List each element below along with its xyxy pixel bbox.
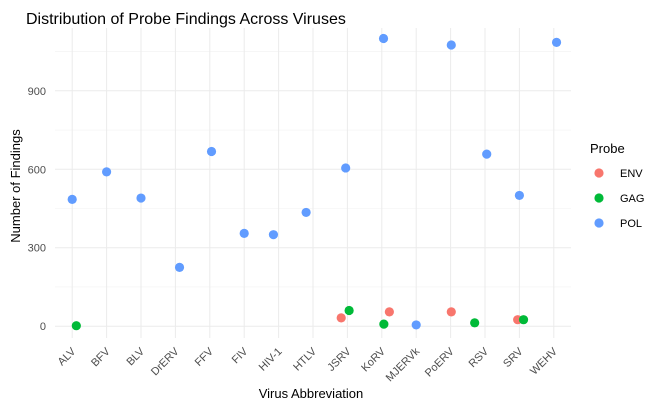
- data-point-env: [446, 307, 456, 317]
- x-tick-label: PoERV: [423, 345, 457, 379]
- legend-label-env: ENV: [620, 168, 643, 180]
- x-tick-label: FFV: [193, 345, 217, 369]
- legend-label-pol: POL: [620, 218, 642, 230]
- data-point-pol: [136, 193, 146, 203]
- data-point-gag: [379, 319, 389, 329]
- legend-title: Probe: [590, 141, 625, 156]
- data-point-pol: [102, 167, 112, 177]
- y-tick-label: 300: [28, 243, 46, 255]
- x-tick-label: HIV-1: [257, 346, 285, 374]
- legend-key-env: [594, 168, 604, 178]
- x-tick-label: MJERVk: [384, 345, 423, 384]
- x-tick-label: DrERV: [149, 345, 182, 378]
- data-point-gag: [71, 321, 81, 331]
- data-point-pol: [206, 146, 217, 157]
- data-points: [67, 33, 562, 331]
- data-point-pol: [551, 37, 562, 47]
- data-point-pol: [268, 230, 279, 240]
- x-tick-label: RSV: [467, 345, 492, 370]
- x-tick-label: SRV: [501, 345, 526, 370]
- x-tick-label: KoRV: [359, 345, 388, 374]
- data-point-pol: [301, 207, 311, 218]
- data-point-env: [384, 307, 394, 317]
- data-point-pol: [482, 149, 492, 159]
- x-tick-label: BFV: [89, 345, 113, 369]
- data-point-gag: [344, 305, 354, 316]
- y-tick-label: 600: [28, 164, 46, 176]
- data-point-pol: [514, 190, 525, 201]
- x-axis-title: Virus Abbreviation: [259, 386, 364, 401]
- y-tick-labels: 0 300 600 900: [28, 86, 46, 333]
- x-tick-label: WEHV: [528, 345, 560, 377]
- x-tick-label: HTLV: [291, 345, 319, 373]
- grid-lines: [55, 28, 571, 338]
- x-tick-label: FIV: [230, 345, 251, 366]
- legend-key-gag: [594, 193, 604, 203]
- y-axis-title: Number of Findings: [8, 129, 23, 243]
- data-point-pol: [446, 40, 456, 50]
- legend: Probe ENV GAG POL: [590, 141, 644, 230]
- data-point-env: [336, 313, 346, 323]
- legend-label-gag: GAG: [620, 193, 644, 205]
- legend-key-pol: [594, 218, 604, 228]
- data-point-pol: [174, 262, 185, 272]
- data-point-gag: [470, 318, 480, 328]
- chart-title: Distribution of Probe Findings Across Vi…: [26, 11, 346, 28]
- data-point-pol: [239, 228, 249, 238]
- x-tick-label: ALV: [56, 345, 79, 368]
- data-point-pol: [378, 33, 389, 44]
- x-tick-label: JSRV: [325, 345, 354, 374]
- data-point-gag: [518, 315, 529, 325]
- y-tick-label: 0: [40, 321, 46, 333]
- data-point-pol: [411, 320, 421, 330]
- x-tick-label: BLV: [125, 345, 148, 368]
- data-point-pol: [341, 163, 351, 173]
- y-tick-label: 900: [28, 86, 46, 98]
- data-point-pol: [67, 194, 77, 204]
- x-tick-labels: ALV BFV BLV DrERV FFV FIV HIV-1 HTLV JSRV KoRVMJE…: [56, 345, 561, 384]
